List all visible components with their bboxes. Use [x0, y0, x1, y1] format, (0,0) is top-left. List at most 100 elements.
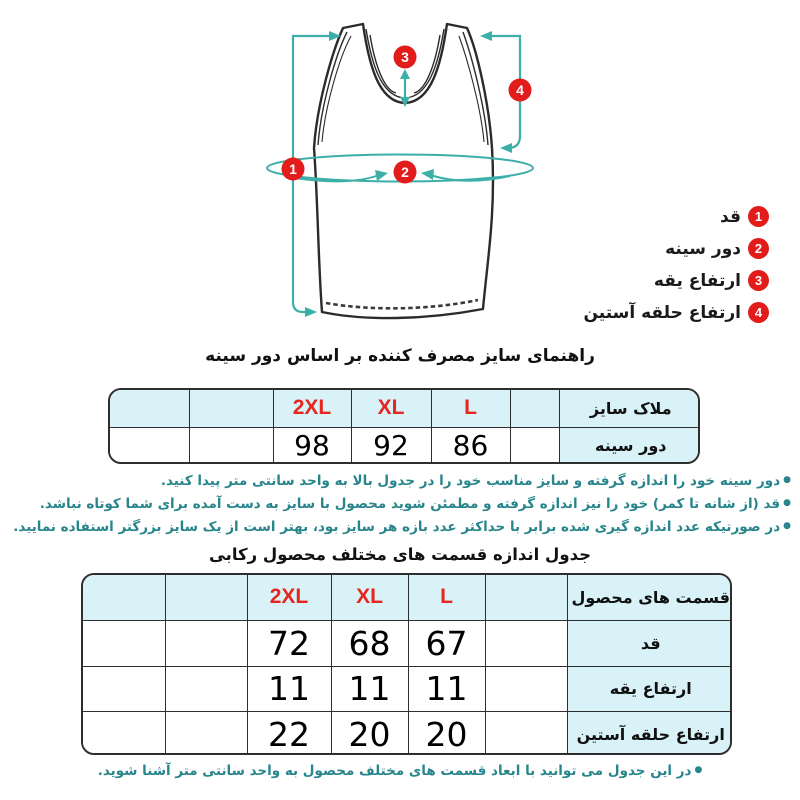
legend-number-badge: 2 — [748, 238, 769, 259]
legend-label: ارتفاع یقه — [653, 270, 741, 291]
marker-2: 2 — [393, 160, 417, 184]
legend-number-badge: 4 — [748, 302, 769, 323]
parts-table: قسمت های محصول L XL 2XL قد 67 68 72 ارتف… — [81, 573, 732, 755]
tank-top-diagram: 1 2 3 4 — [266, 22, 534, 320]
parts-header-cell: قسمت های محصول — [566, 575, 730, 621]
measurement-legend: 1 قد 2 دور سینه 3 ارتفاع یقه 4 ارتفاع حل… — [583, 206, 769, 323]
size-l-cell: L — [430, 390, 511, 428]
empty-cell — [188, 390, 274, 428]
empty-cell — [188, 426, 274, 462]
arrowhead — [305, 307, 317, 317]
collar-value-2xl: 11 — [246, 665, 332, 712]
chest-row-label: دور سینه — [558, 426, 698, 462]
arrowhead — [421, 169, 434, 180]
empty-cell — [83, 575, 166, 621]
size-2xl-cell: 2XL — [246, 575, 332, 621]
legend-item-armhole: 4 ارتفاع حلقه آستین — [583, 302, 769, 323]
parts-table-title: جدول اندازه قسمت های مختلف محصول رکابی — [208, 545, 592, 564]
collar-row-label: ارتفاع یقه — [566, 665, 730, 712]
bullet-icon: ● — [783, 475, 791, 485]
parts-table-note: ●در این جدول می توانید با ابعاد قسمت های… — [0, 759, 800, 782]
armhole-trim-right — [462, 31, 489, 146]
table-row: دور سینه 86 92 98 — [110, 426, 698, 462]
empty-cell — [509, 426, 560, 462]
collar-value-l: 11 — [407, 665, 486, 712]
bullet-icon: ● — [783, 521, 791, 531]
table-row: قد 67 68 72 — [83, 619, 730, 667]
empty-cell — [110, 390, 190, 428]
arrowhead — [400, 69, 410, 79]
marker-1: 1 — [281, 157, 305, 181]
empty-cell — [164, 619, 248, 667]
note-line: ●در این جدول می توانید با ابعاد قسمت های… — [97, 763, 703, 779]
length-value-2xl: 72 — [246, 619, 332, 667]
arrowhead — [329, 31, 341, 41]
table-row: ارتفاع یقه 11 11 11 — [83, 665, 730, 712]
marker-4: 4 — [508, 78, 532, 102]
note-line: ●قد (از شانه تا کمر) خود را نیز اندازه گ… — [39, 496, 791, 512]
legend-number-badge: 3 — [748, 270, 769, 291]
svg-text:2: 2 — [401, 164, 409, 180]
empty-cell — [83, 665, 166, 712]
empty-cell — [164, 575, 248, 621]
length-value-xl: 68 — [330, 619, 409, 667]
empty-cell — [164, 710, 248, 753]
empty-cell — [110, 426, 190, 462]
size-guide-title: راهنمای سایز مصرف کننده بر اساس دور سینه — [205, 346, 595, 366]
empty-cell — [509, 390, 560, 428]
chest-value-2xl: 98 — [272, 426, 352, 462]
legend-item-collar: 3 ارتفاع یقه — [583, 270, 769, 291]
legend-number-badge: 1 — [748, 206, 769, 227]
legend-item-length: 1 قد — [583, 206, 769, 227]
armhole-trim-right — [458, 35, 485, 143]
arrowhead — [500, 143, 512, 153]
empty-cell — [83, 710, 166, 753]
measure-line-length — [291, 34, 335, 314]
legend-label: ارتفاع حلقه آستین — [583, 302, 741, 323]
note-line: ●در صورتیکه عدد اندازه گیری شده برابر با… — [13, 519, 791, 535]
legend-label: قد — [720, 206, 741, 227]
armhole-value-l: 20 — [407, 710, 486, 753]
empty-cell — [484, 575, 568, 621]
table-row: ملاک سایز L XL 2XL — [110, 390, 698, 428]
note-line: ●دور سینه خود را اندازه گرفته و سایز منا… — [160, 473, 791, 489]
armhole-row-label: ارتفاع حلقه آستین — [566, 710, 730, 753]
armhole-value-xl: 20 — [330, 710, 409, 753]
marker-3: 3 — [393, 45, 417, 69]
table-row: ارتفاع حلقه آستین 20 20 22 — [83, 710, 730, 753]
chest-value-xl: 92 — [350, 426, 432, 462]
empty-cell — [484, 665, 568, 712]
svg-text:4: 4 — [516, 82, 524, 98]
bullet-icon: ● — [783, 498, 791, 508]
arrowhead — [400, 97, 410, 107]
size-xl-cell: XL — [350, 390, 432, 428]
collar-value-xl: 11 — [330, 665, 409, 712]
armhole-trim-left — [317, 31, 348, 146]
size-guide-table: ملاک سایز L XL 2XL دور سینه 86 92 98 — [108, 388, 700, 464]
length-value-l: 67 — [407, 619, 486, 667]
size-guide-notes: ●دور سینه خود را اندازه گرفته و سایز منا… — [7, 469, 791, 538]
chest-value-l: 86 — [430, 426, 511, 462]
size-2xl-cell: 2XL — [272, 390, 352, 428]
armhole-value-2xl: 22 — [246, 710, 332, 753]
arrowhead — [375, 170, 388, 181]
criteria-header-cell: ملاک سایز — [558, 390, 698, 428]
empty-cell — [164, 665, 248, 712]
length-row-label: قد — [566, 619, 730, 667]
neck-trim-line — [369, 34, 397, 94]
empty-cell — [484, 619, 568, 667]
size-xl-cell: XL — [330, 575, 409, 621]
chest-arrow-right — [429, 174, 511, 182]
neck-trim-line — [413, 34, 441, 94]
bullet-icon: ● — [694, 765, 703, 775]
armhole-trim-left — [321, 35, 352, 143]
legend-label: دور سینه — [665, 238, 741, 259]
arrowhead — [480, 31, 492, 41]
table-row: قسمت های محصول L XL 2XL — [83, 575, 730, 621]
svg-text:1: 1 — [289, 161, 297, 177]
size-l-cell: L — [407, 575, 486, 621]
chest-arrow-left — [294, 174, 380, 183]
svg-text:3: 3 — [401, 49, 409, 65]
legend-item-chest: 2 دور سینه — [583, 238, 769, 259]
